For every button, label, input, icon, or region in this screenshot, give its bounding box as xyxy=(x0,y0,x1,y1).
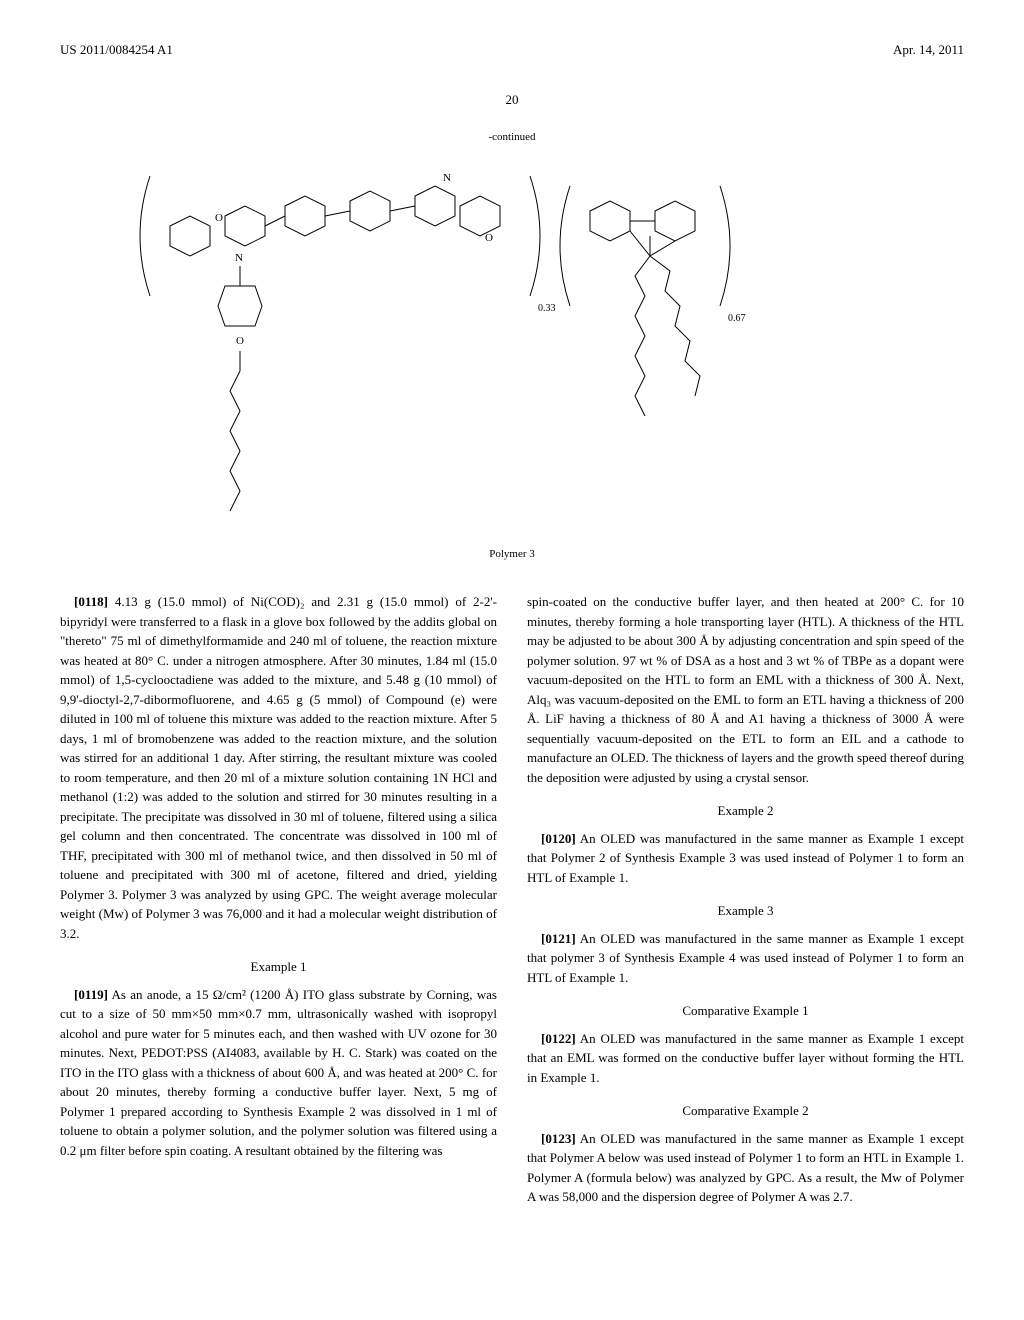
paragraph-0122: [0122] An OLED was manufactured in the s… xyxy=(527,1029,964,1088)
continued-label: -continued xyxy=(60,129,964,146)
para-num-0121: [0121] xyxy=(541,931,576,946)
left-column: [0118] 4.13 g (15.0 mmol) of Ni(COD)₂ an… xyxy=(60,592,497,1217)
para-text-0118: 4.13 g (15.0 mmol) of Ni(COD)₂ and 2.31 … xyxy=(60,594,497,941)
comparative-1-title: Comparative Example 1 xyxy=(527,1001,964,1021)
example-2-title: Example 2 xyxy=(527,801,964,821)
svg-text:O: O xyxy=(215,212,223,224)
polymer-label: Polymer 3 xyxy=(60,546,964,563)
paragraph-0118: [0118] 4.13 g (15.0 mmol) of Ni(COD)₂ an… xyxy=(60,592,497,943)
page-header: US 2011/0084254 A1 Apr. 14, 2011 xyxy=(60,40,964,60)
example-3-title: Example 3 xyxy=(527,901,964,921)
para-num-0119: [0119] xyxy=(74,987,108,1002)
text-columns: [0118] 4.13 g (15.0 mmol) of Ni(COD)₂ an… xyxy=(60,592,964,1217)
page-number: 20 xyxy=(60,90,964,110)
chemical-structure: O N O 0.33 0.67 xyxy=(60,156,964,536)
example-1-title: Example 1 xyxy=(60,957,497,977)
para-text-0120: An OLED was manufactured in the same man… xyxy=(527,831,964,885)
para-num-0123: [0123] xyxy=(541,1131,576,1146)
para-text-0121: An OLED was manufactured in the same man… xyxy=(527,931,964,985)
svg-text:0.33: 0.33 xyxy=(538,303,556,314)
svg-text:0.67: 0.67 xyxy=(728,313,746,324)
patent-date: Apr. 14, 2011 xyxy=(893,40,964,60)
paragraph-0123: [0123] An OLED was manufactured in the s… xyxy=(527,1129,964,1207)
comparative-2-title: Comparative Example 2 xyxy=(527,1101,964,1121)
svg-text:N: N xyxy=(235,252,243,264)
para-num-0120: [0120] xyxy=(541,831,576,846)
right-column: spin-coated on the conductive buffer lay… xyxy=(527,592,964,1217)
svg-text:N: N xyxy=(443,172,451,184)
paragraph-0120: [0120] An OLED was manufactured in the s… xyxy=(527,829,964,888)
svg-text:O: O xyxy=(485,232,493,244)
para-text-0123: An OLED was manufactured in the same man… xyxy=(527,1131,964,1205)
polymer-structure-svg: O N O 0.33 0.67 xyxy=(60,156,960,536)
para-num-0122: [0122] xyxy=(541,1031,576,1046)
paragraph-0121: [0121] An OLED was manufactured in the s… xyxy=(527,929,964,988)
patent-number: US 2011/0084254 A1 xyxy=(60,40,173,60)
para-text-0119: As an anode, a 15 Ω/cm² (1200 Å) ITO gla… xyxy=(60,987,497,1158)
para-num-0118: [0118] xyxy=(74,594,108,609)
svg-text:O: O xyxy=(236,335,244,347)
para-text-0122: An OLED was manufactured in the same man… xyxy=(527,1031,964,1085)
paragraph-0119: [0119] As an anode, a 15 Ω/cm² (1200 Å) … xyxy=(60,985,497,1161)
continuation-text: spin-coated on the conductive buffer lay… xyxy=(527,592,964,787)
